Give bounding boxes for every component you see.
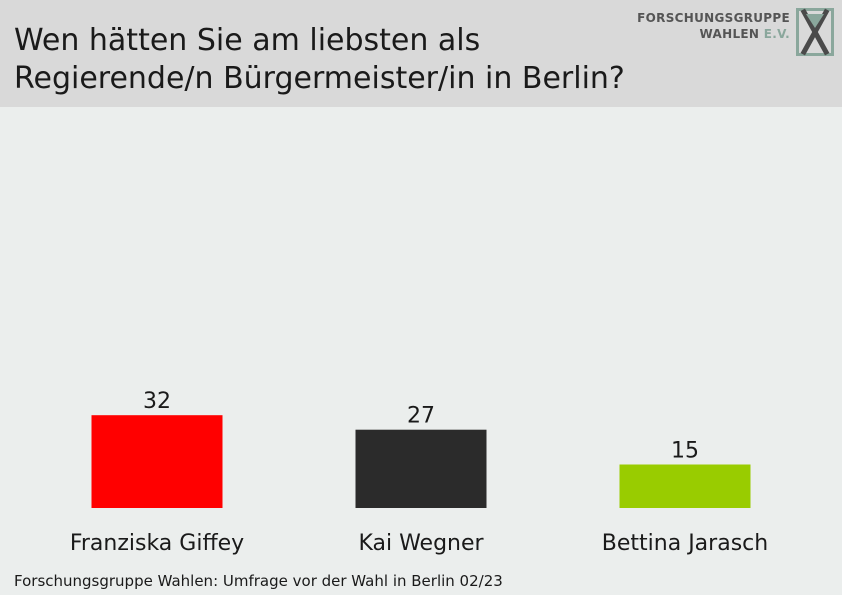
chart-title: Wen hätten Sie am liebsten als Regierend… [14,22,634,98]
bar-bettina-jarasch [619,464,751,508]
logo-line-2-main: WAHLEN [699,27,764,41]
bar-chart: 32 Franziska Giffey 27 Kai Wegner 15 Bettina … [70,389,768,556]
title-line-1: Wen hätten Sie am liebsten als [14,23,481,58]
bar-franziska-giffey [91,415,223,508]
logo-line-2-accent: E.V. [763,27,790,41]
bar-kai-wegner [355,429,487,508]
title-line-2: Regierende/n Bürgermeister/in in Berlin? [14,61,625,96]
value-label-kai-wegner: 27 [407,404,435,429]
x-logo-icon [796,8,834,56]
logo-text: FORSCHUNGSGRUPPE WAHLEN E.V. [637,10,790,42]
value-label-bettina-jarasch: 15 [671,439,699,464]
logo-line-1: FORSCHUNGSGRUPPE [637,11,790,25]
category-label-franziska-giffey: Franziska Giffey [70,531,244,556]
category-label-bettina-jarasch: Bettina Jarasch [602,531,768,556]
header-band: Wen hätten Sie am liebsten als Regierend… [0,0,842,107]
brand-logo: FORSCHUNGSGRUPPE WAHLEN E.V. [637,8,834,56]
source-note: Forschungsgruppe Wahlen: Umfrage vor der… [14,572,503,590]
category-label-kai-wegner: Kai Wegner [358,531,484,556]
value-label-franziska-giffey: 32 [143,389,171,414]
logo-line-2: WAHLEN E.V. [637,26,790,42]
